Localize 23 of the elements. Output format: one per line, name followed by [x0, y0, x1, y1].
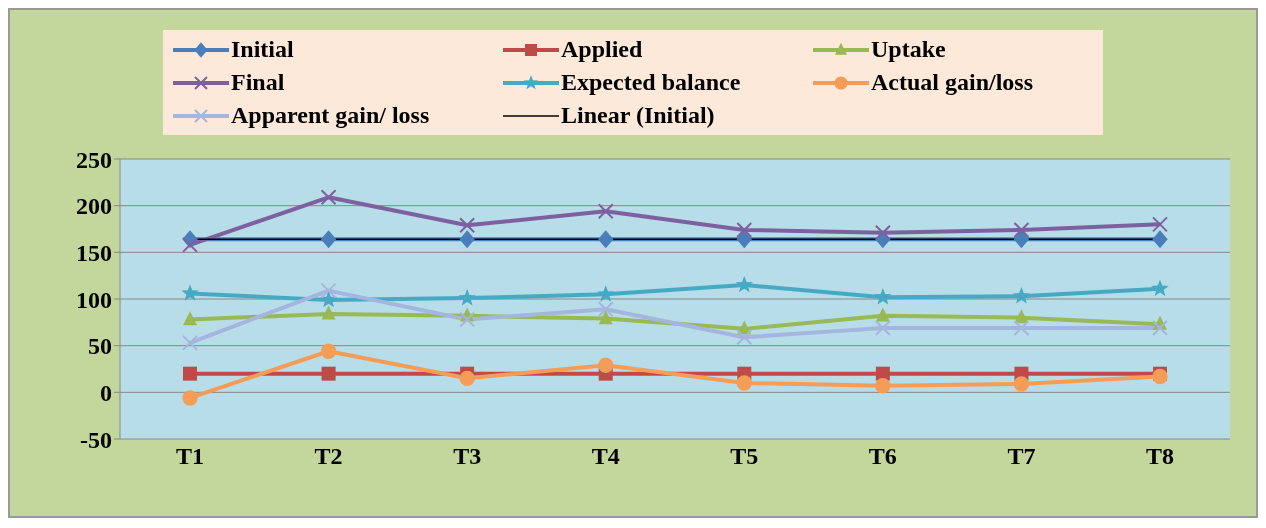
- y-tick-label: -50: [80, 426, 112, 453]
- y-tick-label: 250: [76, 146, 112, 173]
- y-tick-label: 100: [76, 286, 112, 313]
- x-tick-label: T2: [314, 443, 343, 470]
- legend-label: Uptake: [871, 36, 946, 63]
- y-tick-label: 50: [88, 333, 112, 360]
- x-tick-label: T1: [175, 443, 205, 470]
- y-tick-label: 200: [76, 193, 112, 220]
- legend-label: Actual gain/loss: [871, 69, 1034, 96]
- y-tick-label: 150: [76, 239, 112, 266]
- x-tick-label: T5: [730, 443, 759, 470]
- legend-label: Linear (Initial): [561, 102, 715, 129]
- legend-label: Final: [231, 69, 285, 96]
- x-tick-label: T3: [453, 443, 482, 470]
- x-tick-label: T6: [868, 443, 897, 470]
- x-tick-label: T4: [591, 443, 620, 470]
- legend-label: Apparent gain/ loss: [231, 102, 430, 129]
- legend-label: Expected balance: [561, 69, 741, 96]
- legend-label: Applied: [561, 36, 643, 63]
- y-tick-label: 0: [100, 379, 112, 406]
- legend-label: Initial: [231, 36, 294, 63]
- x-tick-label: T7: [1007, 443, 1036, 470]
- x-tick-label: T8: [1145, 443, 1175, 470]
